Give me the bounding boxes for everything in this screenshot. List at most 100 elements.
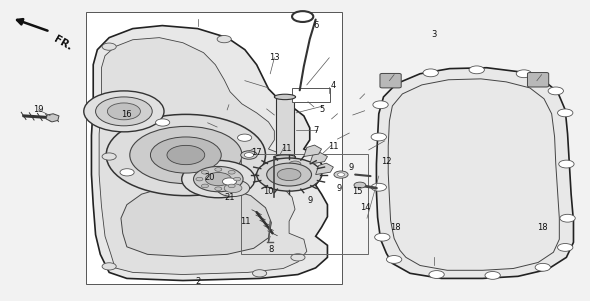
Circle shape [196,177,203,181]
Polygon shape [46,114,59,122]
Polygon shape [91,26,327,281]
Circle shape [277,169,301,181]
Circle shape [194,166,243,192]
Polygon shape [280,164,302,178]
Circle shape [102,263,116,270]
Circle shape [241,151,257,159]
Circle shape [182,160,255,198]
Text: 5: 5 [319,105,324,114]
Polygon shape [316,163,333,175]
Polygon shape [376,68,573,278]
Circle shape [234,177,241,181]
Bar [276,98,294,157]
Bar [241,154,368,254]
Circle shape [559,160,574,168]
Circle shape [337,173,345,176]
Text: 12: 12 [381,157,392,166]
Text: 14: 14 [360,203,371,212]
Ellipse shape [274,155,296,160]
Text: 16: 16 [122,110,132,119]
Text: 9: 9 [307,196,312,205]
Circle shape [228,170,235,174]
Circle shape [130,126,242,184]
Text: 10: 10 [263,187,274,196]
Circle shape [558,244,573,251]
Ellipse shape [274,94,296,100]
Circle shape [222,178,237,185]
Text: 4: 4 [331,81,336,90]
Circle shape [423,69,438,77]
Text: 13: 13 [269,53,280,62]
Circle shape [429,271,444,278]
Circle shape [371,133,386,141]
Text: FR.: FR. [52,34,74,52]
Circle shape [375,233,390,241]
Text: 8: 8 [268,245,274,254]
Circle shape [238,134,252,141]
Circle shape [102,153,116,160]
Circle shape [535,263,550,271]
Circle shape [560,214,575,222]
Circle shape [485,272,500,279]
Circle shape [244,153,254,157]
Circle shape [224,184,242,193]
Text: 6: 6 [313,21,319,30]
Text: 17: 17 [251,147,262,157]
Circle shape [558,109,573,117]
Text: 11: 11 [240,217,250,226]
Text: 20: 20 [204,173,215,182]
Circle shape [371,183,386,191]
Circle shape [150,137,221,173]
Circle shape [201,170,208,174]
Polygon shape [304,145,322,157]
Circle shape [201,184,208,188]
Circle shape [385,79,400,87]
Bar [86,12,342,284]
Text: 3: 3 [431,30,437,39]
Circle shape [284,159,306,169]
Circle shape [516,70,532,78]
Circle shape [373,101,388,109]
Circle shape [334,171,348,178]
Text: 18: 18 [390,223,401,232]
Circle shape [289,161,301,167]
Circle shape [217,180,250,197]
Circle shape [386,256,402,263]
Circle shape [107,103,140,120]
FancyBboxPatch shape [527,73,549,87]
Circle shape [548,87,563,95]
Text: 21: 21 [225,193,235,202]
Circle shape [253,270,267,277]
Circle shape [257,158,322,191]
Text: 15: 15 [352,187,362,196]
Circle shape [106,114,266,196]
Circle shape [215,187,222,191]
Polygon shape [310,153,327,164]
Circle shape [96,97,152,126]
Circle shape [354,182,366,188]
Polygon shape [121,185,271,256]
Text: 7: 7 [313,126,319,135]
Circle shape [215,168,222,171]
Circle shape [228,184,235,188]
Circle shape [84,91,164,132]
Polygon shape [99,38,307,275]
Text: 2: 2 [195,277,200,286]
Circle shape [102,43,116,50]
Text: 11: 11 [281,144,291,154]
Circle shape [217,36,231,43]
Text: 9: 9 [349,163,353,172]
FancyBboxPatch shape [380,73,401,88]
Circle shape [267,163,312,186]
Bar [292,88,330,102]
Circle shape [469,66,484,74]
Text: 11: 11 [328,142,339,151]
Circle shape [291,254,305,261]
Circle shape [292,11,313,22]
Text: 19: 19 [33,105,44,114]
Text: 18: 18 [537,223,548,232]
Text: 9: 9 [337,184,342,193]
Circle shape [167,145,205,165]
Circle shape [120,169,134,176]
Circle shape [156,119,170,126]
